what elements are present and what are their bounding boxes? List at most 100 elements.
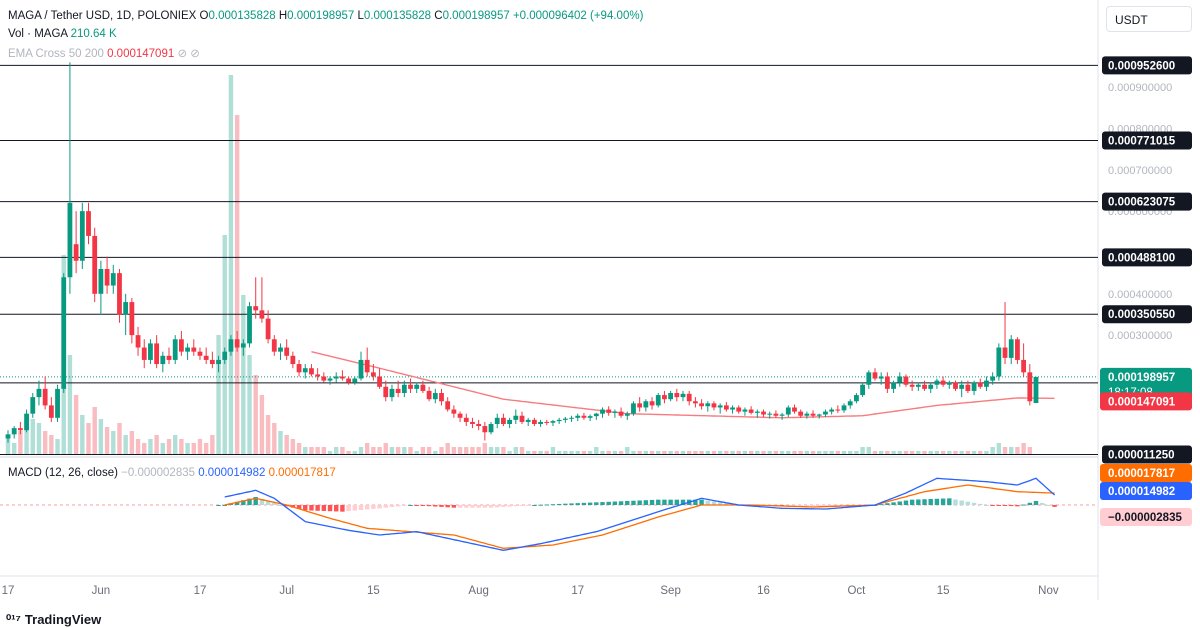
macd-histogram-bar bbox=[934, 498, 940, 505]
candle-body bbox=[544, 421, 550, 423]
volume-bar bbox=[173, 435, 178, 455]
volume-bar bbox=[142, 443, 147, 455]
x-tick-label: Nov bbox=[1038, 585, 1059, 597]
candle-body bbox=[98, 269, 104, 294]
macd-histogram-bar bbox=[717, 502, 723, 505]
candle bbox=[971, 380, 977, 396]
candle-body bbox=[377, 376, 382, 387]
volume-bar bbox=[544, 451, 549, 455]
x-tick-label: Jul bbox=[279, 585, 294, 597]
candle bbox=[333, 372, 339, 383]
candle-body bbox=[593, 413, 599, 417]
candle bbox=[104, 256, 110, 294]
macd-histogram-bar bbox=[395, 505, 401, 507]
candle bbox=[823, 409, 828, 417]
candle-body bbox=[352, 378, 358, 383]
volume-bar bbox=[940, 451, 946, 455]
macd-signal-value: 0.000017817 bbox=[268, 467, 336, 479]
candle-body bbox=[686, 393, 692, 402]
volume-bar bbox=[556, 451, 562, 455]
candle bbox=[364, 347, 370, 377]
macd-signal-tag bbox=[1100, 464, 1192, 482]
candle-body bbox=[401, 384, 407, 393]
candle bbox=[507, 417, 513, 429]
candle-body bbox=[909, 384, 915, 387]
candle-body bbox=[463, 417, 469, 422]
macd-line-tag-label: 0.000014982 bbox=[1108, 486, 1175, 498]
macd-histogram-bar bbox=[272, 503, 277, 505]
volume-bar bbox=[724, 451, 729, 455]
eye-icon[interactable]: ⊘ ⊘ bbox=[177, 48, 200, 60]
macd-line bbox=[224, 477, 1056, 551]
volume-bar bbox=[203, 443, 209, 455]
candle bbox=[240, 339, 246, 356]
volume-bar bbox=[5, 435, 11, 455]
volume-bar bbox=[482, 443, 488, 455]
volume-bar bbox=[1015, 447, 1020, 455]
candle-body bbox=[327, 378, 333, 381]
volume-bar bbox=[284, 435, 289, 455]
volume-bar bbox=[197, 439, 203, 455]
macd-histogram-bar bbox=[625, 501, 630, 505]
currency-selector[interactable]: USDT bbox=[1106, 6, 1192, 32]
candle-body bbox=[761, 411, 766, 415]
volume-bar bbox=[278, 431, 283, 455]
candle bbox=[810, 410, 816, 418]
candle-body bbox=[1008, 339, 1014, 358]
ema-line bbox=[311, 351, 1055, 419]
candle-body bbox=[643, 401, 649, 408]
candle-body bbox=[946, 382, 952, 385]
candle bbox=[92, 227, 98, 303]
candle bbox=[866, 370, 872, 389]
macd-histogram-bar bbox=[965, 501, 971, 505]
candle bbox=[216, 355, 221, 373]
candle-body bbox=[513, 415, 519, 420]
candle bbox=[370, 364, 376, 381]
candle bbox=[631, 401, 636, 416]
candle-body bbox=[346, 378, 352, 383]
macd-histogram-bar bbox=[519, 505, 525, 506]
macd-label: MACD (12, 26, close) bbox=[8, 467, 118, 479]
macd-histogram-bar bbox=[495, 505, 500, 508]
candle bbox=[98, 260, 104, 315]
candle-body bbox=[804, 413, 810, 416]
macd-histogram-bar bbox=[680, 499, 686, 505]
candle-body bbox=[296, 364, 302, 373]
candle-body bbox=[228, 339, 234, 352]
volume-bar bbox=[711, 451, 717, 455]
candle bbox=[550, 419, 556, 427]
candle bbox=[395, 380, 401, 398]
volume-bar bbox=[222, 235, 227, 455]
macd-histogram-bar bbox=[451, 505, 457, 508]
volume-bar bbox=[265, 415, 271, 455]
candle-body bbox=[290, 355, 296, 365]
change-value: +0.000096402 (+94.00%) bbox=[512, 10, 644, 22]
volume-bar bbox=[606, 451, 611, 455]
volume-bar bbox=[928, 451, 933, 455]
volume-bar bbox=[804, 451, 810, 455]
macd-histogram-bar bbox=[947, 498, 952, 505]
close-label: C bbox=[434, 10, 443, 22]
volume-bar bbox=[129, 431, 135, 455]
volume-bar bbox=[80, 415, 85, 455]
volume-bar bbox=[569, 451, 574, 455]
candle-body bbox=[680, 393, 686, 398]
candle bbox=[79, 202, 85, 269]
candle-body bbox=[240, 343, 246, 348]
volume-bar bbox=[67, 355, 73, 455]
candle-body bbox=[302, 368, 308, 373]
candle-body bbox=[562, 418, 568, 420]
volume-bar bbox=[488, 447, 494, 455]
macd-histogram-bar bbox=[662, 499, 667, 505]
candle-body bbox=[581, 415, 587, 418]
macd-histogram-bar bbox=[835, 505, 841, 506]
candle-body bbox=[482, 426, 488, 433]
candle bbox=[556, 417, 562, 424]
candle-body bbox=[575, 415, 581, 418]
candle bbox=[154, 335, 160, 369]
macd-histogram-bar bbox=[389, 505, 395, 507]
macd-histogram-bar bbox=[321, 505, 327, 511]
candle bbox=[680, 390, 686, 402]
volume-bar bbox=[290, 439, 296, 455]
